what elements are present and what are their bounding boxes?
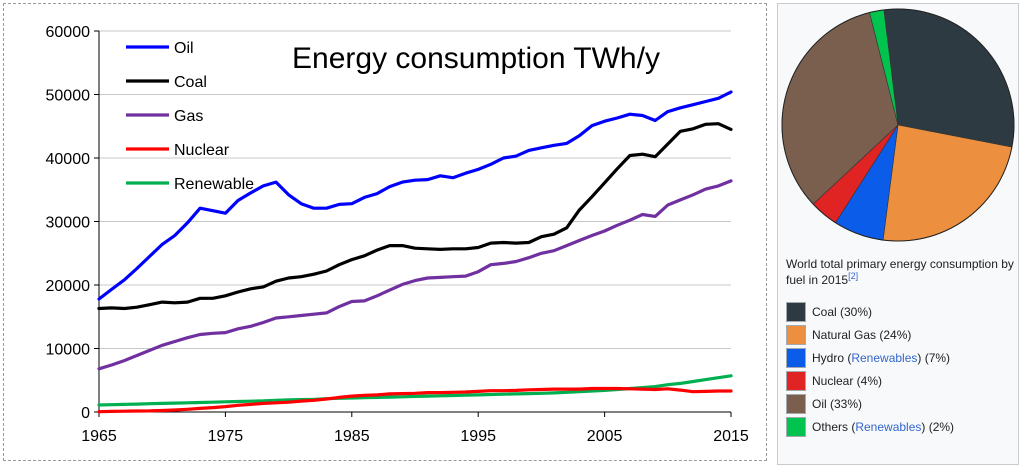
pie-legend-item-coal: Coal (30%) — [786, 302, 1014, 322]
pie-legend-label-nuclear: Nuclear (4%) — [812, 374, 883, 388]
pie-legend-item-oil: Oil (33%) — [786, 394, 1014, 414]
pie-legend-swatch-nuclear — [786, 371, 806, 391]
x-tick-label: 1995 — [460, 428, 496, 445]
legend-label-renewable: Renewable — [174, 176, 254, 193]
pie-legend-swatch-oil — [786, 394, 806, 414]
pie-legend: Coal (30%) Natural Gas (24%) Hydro (Rene… — [786, 302, 1014, 440]
pie-legend-item-others: Others (Renewables) (2%) — [786, 417, 1014, 437]
x-tick-label: 2015 — [713, 428, 749, 445]
series-line-nuclear — [97, 386, 733, 414]
pie-legend-item-nuclear: Nuclear (4%) — [786, 371, 1014, 391]
pie-chart-infobox: World total primary energy consumption b… — [777, 3, 1019, 465]
y-tick-label: 40000 — [46, 151, 91, 168]
x-tick-label: 1985 — [334, 428, 370, 445]
pie-legend-label-coal: Coal (30%) — [812, 305, 873, 319]
pie-legend-label-others: Others (Renewables) (2%) — [812, 420, 955, 434]
renewables-link[interactable]: Renewables — [851, 351, 918, 365]
y-tick-label: 60000 — [46, 24, 91, 41]
line-chart-panel: 0 10000 20000 30000 40000 50000 60000 1965 1975 1… — [3, 3, 767, 461]
chart-title: Energy consumption TWh/y — [292, 42, 660, 75]
line-chart: 0 10000 20000 30000 40000 50000 60000 1965 1975 1… — [46, 24, 749, 445]
pie-caption: World total primary energy consumption b… — [786, 256, 1014, 288]
y-tick-label: 20000 — [46, 278, 91, 295]
pie-legend-swatch-hydro — [786, 348, 806, 368]
pie-legend-swatch-others — [786, 417, 806, 437]
legend-label-nuclear: Nuclear — [174, 142, 230, 159]
pie-legend-swatch-natural-gas — [786, 325, 806, 345]
y-tick-label: 50000 — [46, 88, 91, 105]
pie-outline — [781, 8, 1015, 242]
legend-label-gas: Gas — [174, 108, 203, 125]
renewables-link[interactable]: Renewables — [855, 420, 922, 434]
pie-legend-item-hydro: Hydro (Renewables) (7%) — [786, 348, 1014, 368]
pie-legend-label-hydro: Hydro (Renewables) (7%) — [812, 351, 951, 365]
x-tick-label: 2005 — [587, 428, 623, 445]
series-line-oil — [97, 90, 733, 301]
pie-legend-swatch-coal — [786, 302, 806, 322]
pie-chart — [781, 8, 1015, 242]
pie-caption-text: World total primary energy consumption b… — [786, 257, 1014, 287]
y-tick-label: 10000 — [46, 342, 91, 359]
x-tick-label: 1965 — [81, 428, 117, 445]
series-line-gas — [97, 179, 733, 371]
pie-legend-label-natural-gas: Natural Gas (24%) — [812, 328, 912, 342]
x-tick-label: 1975 — [208, 428, 244, 445]
pie-caption-ref[interactable]: [2] — [848, 271, 859, 281]
legend-label-coal: Coal — [174, 74, 207, 91]
y-tick-label: 0 — [81, 405, 90, 422]
legend-label-oil: Oil — [174, 40, 194, 57]
series-line-coal — [97, 122, 733, 311]
pie-legend-label-oil: Oil (33%) — [812, 397, 863, 411]
pie-legend-item-natural-gas: Natural Gas (24%) — [786, 325, 1014, 345]
y-tick-label: 30000 — [46, 215, 91, 232]
